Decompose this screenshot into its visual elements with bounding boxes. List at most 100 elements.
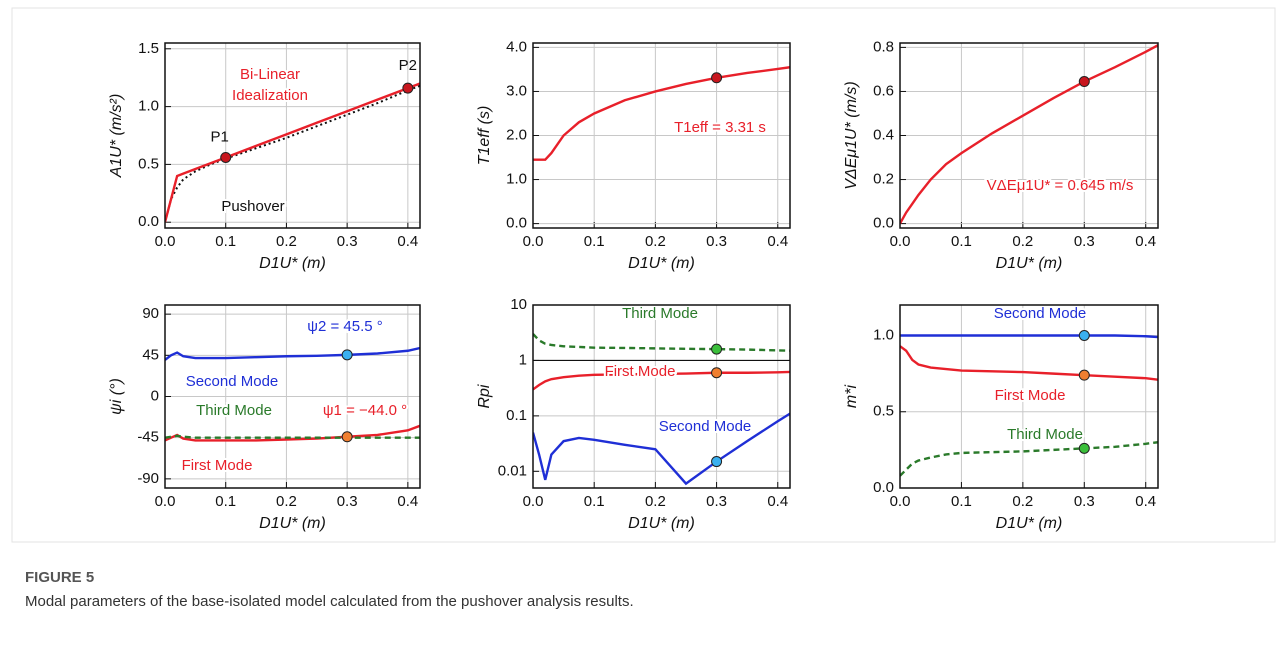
x-tick-label: 0.0 (890, 493, 911, 510)
plot-frame (532, 304, 791, 489)
y-tick-label: 0.01 (498, 462, 527, 479)
annotation: Pushover (221, 198, 284, 215)
y-tick-label: 4.0 (506, 38, 527, 55)
figure-caption: Modal parameters of the base-isolated mo… (25, 593, 634, 610)
y-tick-label: 0.2 (873, 171, 894, 188)
annotation: VΔEμ1U* = 0.645 m/s (987, 177, 1134, 194)
y-tick-label: -90 (137, 470, 159, 487)
annotation: Bi-Linear (240, 66, 300, 83)
y-axis-label: ψi (°) (108, 378, 125, 415)
y-tick-label: 45 (142, 346, 159, 363)
annotation: Second Mode (186, 373, 279, 390)
x-tick-label: 0.3 (337, 493, 358, 510)
plot-frame (899, 304, 1159, 489)
x-tick-label: 0.2 (276, 493, 297, 510)
x-tick-label: 0.2 (1012, 233, 1033, 250)
x-tick-label: 0.3 (1074, 233, 1095, 250)
marker-point (711, 72, 723, 84)
plot-frame (899, 42, 1159, 229)
y-tick-label: 90 (142, 305, 159, 322)
series-line (533, 333, 790, 352)
series-line (165, 434, 420, 439)
x-tick-label: 0.1 (584, 233, 605, 250)
marker-point (1078, 330, 1090, 341)
y-tick-label: 1.0 (506, 171, 527, 188)
x-tick-label: 0.3 (706, 493, 727, 510)
x-tick-label: 0.0 (890, 233, 911, 250)
chart-panel: 0.0 0.1 0.2 0.3 0.4 -90 -45 0 45 90 ψ2 = 45.5 ° Sec… (108, 304, 421, 532)
y-tick-label: 0.0 (873, 479, 894, 496)
marker-point (711, 367, 723, 379)
annotation: T1eff = 3.31 s (674, 119, 766, 136)
marker-point (220, 151, 232, 163)
point-label: P2 (399, 57, 417, 74)
x-tick-label: 0.4 (397, 493, 418, 510)
x-tick-label: 0.2 (276, 233, 297, 250)
figure-frame (11, 7, 1276, 543)
series-line (533, 66, 790, 161)
annotation: ψ2 = 45.5 ° (307, 318, 383, 335)
x-axis-label: D1U* (m) (259, 255, 326, 272)
x-tick-label: 0.2 (645, 233, 666, 250)
point-label: P1 (211, 128, 229, 145)
y-axis-label: Rpi (476, 384, 493, 408)
series-line (165, 84, 420, 223)
x-tick-label: 0.4 (767, 493, 788, 510)
x-tick-label: 0.0 (155, 233, 176, 250)
x-axis-label: D1U* (m) (628, 515, 695, 532)
x-axis-label: D1U* (m) (259, 515, 326, 532)
y-axis-label: A1U* (m/s²) (108, 94, 125, 179)
plot-frame (532, 42, 791, 229)
series-line (165, 346, 420, 361)
marker-point (341, 431, 353, 443)
x-tick-label: 0.1 (215, 493, 236, 510)
marker-point (1078, 76, 1090, 88)
x-tick-label: 0.2 (645, 493, 666, 510)
y-tick-label: 0 (151, 387, 159, 404)
x-tick-label: 0.1 (951, 233, 972, 250)
y-tick-label: 0.5 (138, 155, 159, 172)
marker-point (711, 456, 723, 468)
series-line (900, 345, 1158, 381)
series-line (165, 424, 420, 442)
x-tick-label: 0.4 (1135, 493, 1156, 510)
annotation: Second Mode (659, 418, 752, 435)
x-tick-label: 0.3 (337, 233, 358, 250)
y-tick-label: 0.0 (506, 215, 527, 232)
annotation: Third Mode (622, 305, 698, 322)
x-tick-label: 0.4 (397, 233, 418, 250)
series-line (900, 441, 1158, 477)
y-axis-label: T1eff (s) (476, 106, 493, 166)
figure-label: FIGURE 5 (25, 569, 94, 586)
y-tick-label: 3.0 (506, 82, 527, 99)
series-line (900, 334, 1158, 339)
marker-point (402, 82, 414, 94)
marker-point (711, 343, 723, 355)
x-tick-label: 0.0 (523, 233, 544, 250)
x-axis-label: D1U* (m) (996, 255, 1063, 272)
annotation: Third Mode (196, 402, 272, 419)
series-line (165, 82, 420, 223)
y-tick-label: 0.4 (873, 126, 894, 143)
x-tick-label: 0.3 (1074, 493, 1095, 510)
x-tick-label: 0.3 (706, 233, 727, 250)
annotation: Third Mode (1007, 426, 1083, 443)
y-tick-label: 0.0 (138, 213, 159, 230)
series-line (533, 370, 790, 391)
marker-point (341, 349, 353, 361)
chart-panel: 0.0 0.1 0.2 0.3 0.4 0.0 0.5 1.0 1.5 P1 P2 Bi-Linear… (108, 40, 421, 272)
x-tick-label: 0.0 (155, 493, 176, 510)
annotation: First Mode (995, 387, 1066, 404)
y-tick-label: 1 (519, 351, 527, 368)
y-tick-label: 0.6 (873, 82, 894, 99)
chart-panel: 0.0 0.1 0.2 0.3 0.4 0.0 1.0 2.0 3.0 4.0 T1eff = 3.… (476, 38, 791, 272)
annotation: ψ1 = −44.0 ° (323, 402, 407, 419)
x-tick-label: 0.2 (1012, 493, 1033, 510)
x-tick-label: 0.4 (1135, 233, 1156, 250)
x-tick-label: 0.4 (767, 233, 788, 250)
y-axis-label: VΔEμ1U* (m/s) (843, 81, 860, 189)
y-tick-label: 0.8 (873, 38, 894, 55)
y-tick-label: 2.0 (506, 126, 527, 143)
